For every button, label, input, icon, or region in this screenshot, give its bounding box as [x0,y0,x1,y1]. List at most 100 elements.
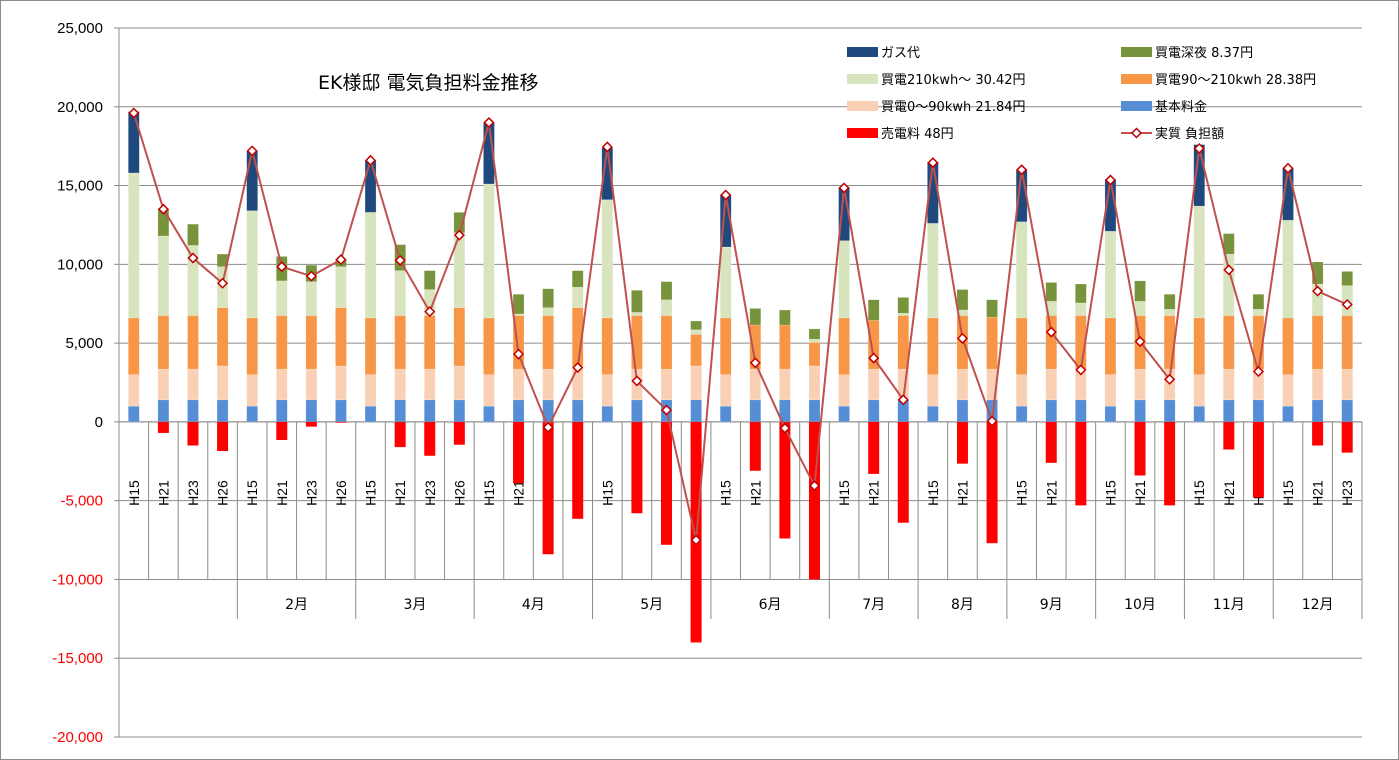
bar-segment-base [719,405,732,423]
bar-segment-t2 [779,324,791,370]
bar-segment-t1 [719,374,732,407]
bar-segment-night [1045,282,1057,302]
bar-segment-sell [157,421,169,433]
net-point [808,480,821,492]
legend-label: ガス代 [881,46,920,61]
bar-segment-t1 [1045,368,1057,401]
net-point [305,270,317,282]
bar-segment-t3 [1252,308,1265,316]
bar-segment-t3 [1282,219,1294,319]
bar-segment-t3 [483,183,495,319]
bars [128,111,1353,643]
bar-segment-sell [1223,421,1235,450]
bar-segment-gas [128,111,140,174]
legend-swatch [1121,47,1152,57]
legend-label: 基本料金 [1155,99,1207,115]
year-label: H23 [1339,480,1355,506]
y-tick-label: -15,000 [52,650,103,667]
y-tick-label: 10,000 [57,256,103,273]
bar-segment-t2 [187,315,199,370]
bar-segment-base [1163,399,1176,423]
bar-segment-t2 [719,317,732,375]
bar-segment-t2 [1104,317,1117,375]
bar-segment-t2 [1311,315,1324,370]
bar-segment-sell [986,421,998,544]
bar-segment-base [364,405,377,423]
bar-segment-t2 [157,315,170,370]
net-point [335,254,347,266]
bar-segment-t2 [808,342,821,367]
bar-segment-sell [956,421,968,464]
month-label: 8月 [951,597,974,613]
bar-segment-t1 [542,368,554,401]
bar-segment-sell [1341,421,1353,453]
bar-segment-t1 [128,374,140,407]
net-point [1104,174,1117,186]
bar-segment-base [927,405,939,423]
year-label: H21 [866,480,882,506]
bar-segment-t3 [571,286,584,308]
net-point [483,116,495,129]
bar-segment-base [1104,405,1117,423]
bar-segment-t3 [660,299,673,316]
y-tick-label: 15,000 [57,178,103,195]
bar-segment-t1 [779,368,791,401]
bar-segment-t2 [542,315,554,370]
net-point [128,107,140,119]
bar-segment-t3 [1075,302,1087,316]
net-point [1164,373,1176,385]
year-label: H21 [511,480,527,506]
bar-segment-t2 [601,317,614,375]
bar-segment-base [276,399,288,423]
legend-swatch [847,128,878,138]
bar-segment-t2 [424,315,436,370]
bar-segment-base [1223,399,1235,423]
net-point [1045,326,1057,338]
bar-segment-t1 [1311,368,1324,401]
bar-segment-base [956,399,969,423]
net-line [128,107,1353,546]
bar-segment-t1 [216,365,229,401]
month-label: 7月 [862,597,885,613]
net-point [868,352,880,364]
bar-segment-night [1341,271,1353,286]
bar-segment-t3 [1015,221,1028,319]
month-label: 3月 [403,597,426,613]
net-point [897,394,909,406]
bar-segment-t1 [483,374,495,407]
year-label: H21 [747,480,763,506]
year-label: H21 [1043,480,1059,506]
bar-segment-t1 [690,365,702,401]
bar-segment-t2 [335,307,347,367]
bar-segment-night [986,299,998,318]
month-label: 12月 [1302,597,1334,613]
bar-segment-t2 [1045,315,1057,370]
y-axis: 25,000 20,000 15,000 10,000 5,000 0 -5,000 -10,… [52,20,120,746]
year-label: H21 [274,480,290,506]
bar-segment-t1 [601,374,614,407]
bar-segment-night [1311,261,1324,285]
bar-segment-t3 [838,240,850,319]
bar-segment-base [631,399,643,423]
bar-segment-base [187,399,199,423]
bar-segment-t1 [157,368,170,401]
bar-segment-sell [335,421,347,423]
bar-segment-night [1163,294,1176,310]
bar-segment-sell [661,421,673,545]
bar-segment-t2 [867,320,880,370]
bar-segment-t2 [305,315,318,370]
net-point [1016,164,1028,176]
net-point [1282,162,1294,174]
bar-segment-t2 [216,307,229,367]
bar-segment-t3 [1163,308,1176,316]
bar-segment-t3 [601,199,614,319]
bar-segment-t3 [128,172,140,319]
net-point [453,229,465,241]
year-label: H23 [422,480,438,506]
bar-segment-base [1252,399,1265,423]
net-point [1341,298,1353,311]
net-point [601,141,613,153]
year-label: H21 [954,480,970,506]
net-point [779,422,791,434]
